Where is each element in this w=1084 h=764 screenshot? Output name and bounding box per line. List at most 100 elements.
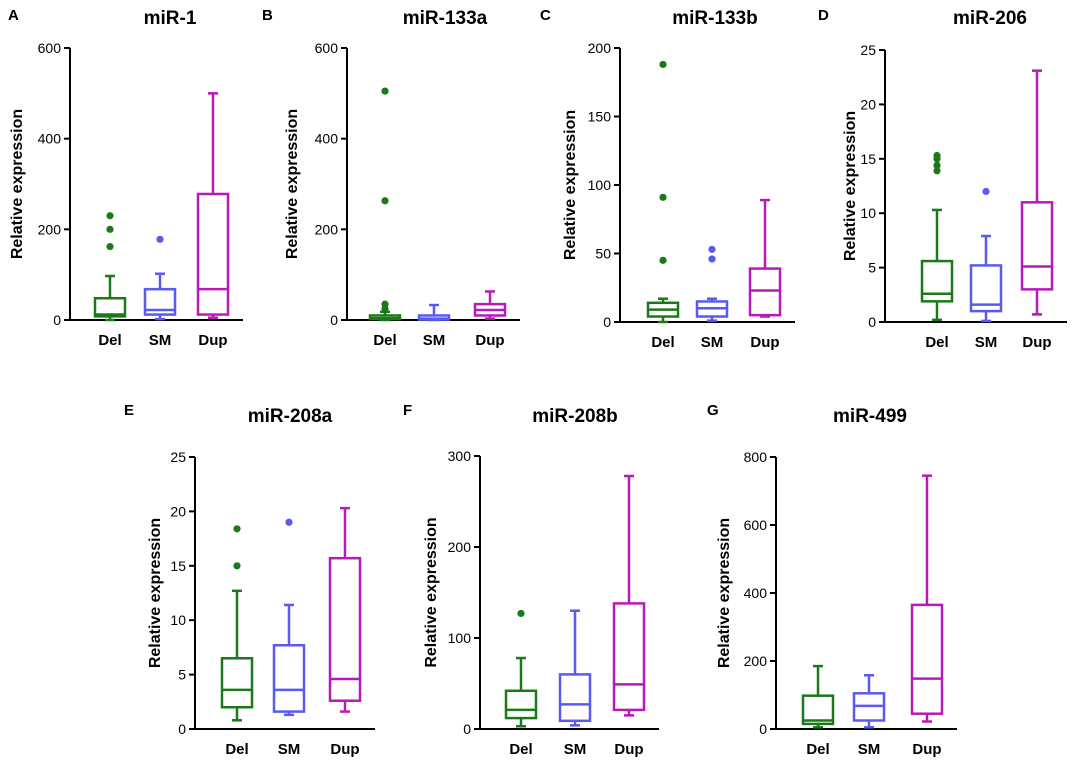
x-category-label: Del [509, 741, 532, 758]
box-iqr [612, 602, 646, 712]
chart-title: miR-208b [532, 406, 618, 427]
y-tick-label: 0 [463, 721, 471, 737]
y-tick-label: 400 [38, 131, 62, 147]
box-iqr [1020, 201, 1054, 291]
y-tick-label: 0 [53, 312, 61, 328]
chart-title: miR-133b [672, 8, 758, 29]
y-tick-label: 5 [868, 260, 876, 276]
outlier-point [381, 300, 389, 308]
box-iqr [969, 264, 1003, 313]
outlier-point [708, 245, 716, 253]
y-tick-label: 20 [170, 503, 186, 519]
y-tick-label: 200 [448, 539, 472, 555]
y-axis-label: Relative expression [9, 109, 26, 259]
box-iqr [93, 296, 127, 318]
box-iqr [920, 259, 954, 303]
box-dup [1020, 69, 1054, 316]
outlier-point [517, 609, 525, 618]
x-category-label: Dup [912, 741, 941, 758]
x-category-label: Del [225, 741, 248, 758]
x-category-label: Del [925, 334, 948, 351]
panel-letter: G [707, 402, 719, 419]
panel-letter: E [124, 402, 134, 419]
outlier-point [933, 151, 941, 160]
y-tick-label: 0 [178, 721, 186, 737]
y-tick-label: 0 [330, 312, 338, 328]
x-category-label: Dup [198, 332, 227, 349]
box-iqr [272, 643, 306, 713]
outlier-point [659, 256, 667, 264]
box-iqr [220, 657, 254, 709]
outlier-point [285, 518, 293, 526]
x-category-label: SM [701, 334, 724, 351]
y-tick-label: 25 [170, 449, 186, 465]
y-tick-label: 50 [595, 246, 611, 262]
y-tick-label: 200 [588, 40, 612, 56]
x-category-label: Dup [330, 741, 359, 758]
box-del [220, 525, 254, 722]
y-axis-label: Relative expression [716, 518, 733, 668]
outlier-point [106, 225, 114, 233]
box-sm [558, 609, 592, 727]
y-tick-label: 200 [744, 653, 768, 669]
box-dup [473, 290, 507, 320]
y-tick-label: 10 [170, 612, 186, 628]
panel-letter: D [818, 7, 829, 24]
x-category-label: SM [423, 332, 446, 349]
box-dup [328, 506, 362, 713]
x-category-label: Del [806, 741, 829, 758]
y-axis-label: Relative expression [284, 109, 301, 259]
y-tick-label: 800 [744, 449, 768, 465]
y-tick-label: 300 [448, 448, 472, 464]
y-axis-label: Relative expression [423, 517, 440, 667]
box-iqr [143, 287, 177, 316]
y-tick-label: 25 [860, 42, 876, 58]
outlier-point [156, 235, 164, 243]
outlier-point [381, 197, 389, 205]
x-category-label: Dup [750, 334, 779, 351]
box-del [368, 87, 402, 322]
y-axis-label: Relative expression [147, 518, 164, 668]
y-tick-label: 100 [448, 630, 472, 646]
box-del [504, 609, 538, 728]
box-sm [969, 187, 1003, 323]
x-category-label: SM [858, 741, 881, 758]
chart-title: miR-133a [403, 8, 488, 29]
chart-title: miR-1 [144, 8, 197, 29]
panel-letter: A [8, 7, 19, 24]
outlier-point [708, 255, 716, 263]
box-iqr [504, 689, 538, 720]
y-tick-label: 15 [170, 558, 186, 574]
x-category-label: Dup [475, 332, 504, 349]
outlier-point [933, 167, 941, 175]
chart-title: miR-208a [248, 406, 333, 427]
y-tick-label: 400 [744, 585, 768, 601]
outlier-point [659, 60, 667, 69]
y-tick-label: 150 [588, 109, 612, 125]
panel-letter: F [403, 402, 412, 419]
box-del [920, 151, 954, 322]
box-del [93, 212, 127, 322]
box-sm [695, 245, 729, 322]
outlier-point [233, 562, 241, 570]
box-sm [143, 235, 177, 321]
y-tick-label: 200 [38, 221, 62, 237]
box-iqr [801, 694, 835, 726]
outlier-point [106, 212, 114, 220]
outlier-point [106, 242, 114, 251]
y-tick-label: 0 [603, 314, 611, 330]
panel-letter: B [262, 7, 273, 24]
chart-title: miR-499 [833, 406, 907, 427]
box-sm [417, 303, 451, 322]
box-dup [612, 474, 646, 717]
outlier-point [933, 161, 941, 169]
box-dup [196, 92, 230, 319]
box-dup [748, 198, 782, 318]
